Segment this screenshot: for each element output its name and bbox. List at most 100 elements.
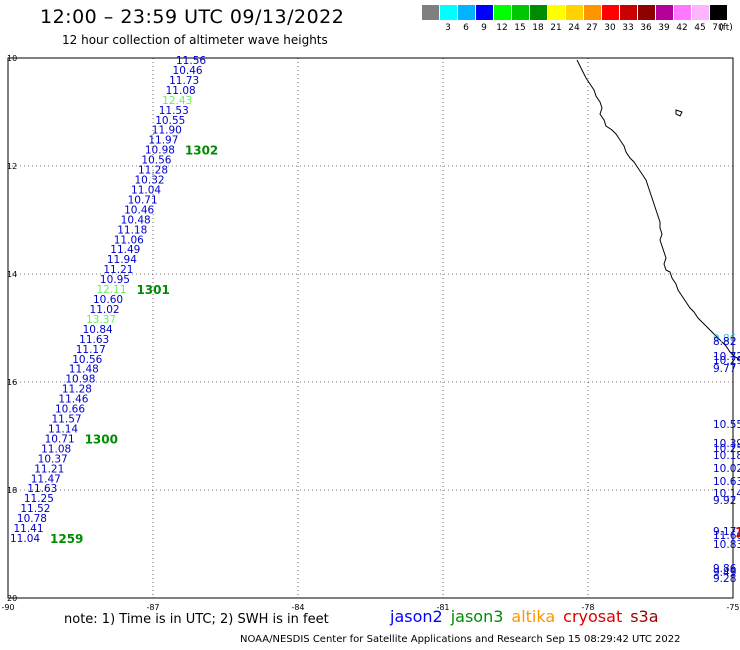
wave-height-label: 11.63 <box>27 483 57 495</box>
color-swatch <box>458 5 475 20</box>
wave-height-label: 11.41 <box>13 523 43 535</box>
wave-height-label: 10.60 <box>93 294 123 306</box>
wave-height-label: 11.28 <box>138 165 168 177</box>
color-scale-label: 33 <box>622 23 634 33</box>
east-wave-height-label: 11.66 <box>713 530 740 542</box>
wave-height-label: 11.47 <box>31 473 61 485</box>
wave-height-label: 10.37 <box>38 453 68 465</box>
map-frame <box>7 57 734 599</box>
east-wave-height-label: 9.49 <box>713 567 736 579</box>
longitude-tick-label: -87 <box>146 603 159 612</box>
track-time-labels: 1302 1301 1300 1259 <box>50 144 218 546</box>
wave-height-label: 10.71 <box>128 194 158 206</box>
units-note: note: 1) Time is in UTC; 2) SWH is in fe… <box>64 612 329 627</box>
wave-height-label: 10.98 <box>145 145 175 157</box>
map-grid: -90 -87 -84 -81 -78 -75 10 12 14 16 18 20 <box>1 54 739 612</box>
latitude-tick-label: 12 <box>7 162 17 171</box>
coastline <box>576 59 740 361</box>
map-subtitle: 12 hour collection of altimeter wave hei… <box>62 33 328 47</box>
wave-height-label: 11.73 <box>169 75 199 87</box>
wave-height-label: 10.84 <box>83 324 113 336</box>
latitude-tick-label: 16 <box>7 378 17 387</box>
color-scale-label: 45 <box>694 23 706 33</box>
wave-height-label: 11.04 <box>131 184 161 196</box>
color-swatch <box>584 5 601 20</box>
mission-legend-entry: altika <box>511 607 556 626</box>
track-time-label: 1259 <box>50 532 83 546</box>
east-wave-height-label: 9.86 <box>713 333 737 345</box>
longitude-tick-label: -78 <box>581 603 594 612</box>
wave-height-label: 11.63 <box>79 334 109 346</box>
wave-height-label: 10.71 <box>45 433 75 445</box>
wave-height-label: 10.32 <box>135 175 165 187</box>
wave-height-label: 11.17 <box>76 344 106 356</box>
color-scale-label: 30 <box>604 23 616 33</box>
longitude-tick-label: -75 <box>726 603 739 612</box>
wave-height-label: 11.28 <box>62 384 92 396</box>
wave-height-label: 11.49 <box>110 244 140 256</box>
wave-height-label: 11.56 <box>176 55 206 67</box>
color-scale-label: 15 <box>514 23 526 33</box>
wave-height-label: 11.14 <box>48 423 78 435</box>
east-wave-height-label: 10.63 <box>713 476 740 488</box>
track-time-label: 1302 <box>185 144 218 158</box>
color-scale-label: 42 <box>676 23 688 33</box>
color-swatch <box>494 5 511 20</box>
footer-credit: NOAA/NESDIS Center for Satellite Applica… <box>240 634 681 645</box>
east-wave-height-label: 10.14 <box>713 488 740 500</box>
color-swatch <box>566 5 583 20</box>
east-track-time-label: 1 <box>735 526 740 541</box>
mission-legend: jason2 jason3 altika cryosat s3a <box>390 607 667 626</box>
color-scale-label: 21 <box>550 23 562 33</box>
wave-height-label: 11.18 <box>117 224 147 236</box>
wave-height-label: 10.46 <box>124 204 154 216</box>
wave-height-label: 11.08 <box>41 443 71 455</box>
east-wave-height-label: 9.28 <box>713 573 736 585</box>
east-wave-height-label: 10.18 <box>713 450 740 462</box>
wave-height-label: 10.55 <box>155 115 185 127</box>
color-scale-label: 70 <box>712 23 724 33</box>
wave-height-label: 11.57 <box>52 414 82 426</box>
color-swatch <box>512 5 529 20</box>
latitude-tick-label: 20 <box>7 594 17 603</box>
east-wave-height-label: 10.72 <box>713 351 740 363</box>
latitude-tick-label: 18 <box>7 486 17 495</box>
island <box>675 109 683 117</box>
color-swatch <box>476 5 493 20</box>
color-swatch <box>530 5 547 20</box>
wave-height-label: 11.02 <box>90 304 120 316</box>
color-scale-label: 18 <box>532 23 544 33</box>
longitude-tick-label: -81 <box>436 603 449 612</box>
wave-height-label: 11.21 <box>34 463 64 475</box>
mission-legend-entry: jason3 <box>450 607 504 626</box>
wave-height-label: 10.78 <box>17 513 47 525</box>
mission-legend-entry: s3a <box>630 607 659 626</box>
wave-height-label: 11.04 <box>10 533 40 545</box>
wave-height-label: 11.21 <box>103 264 133 276</box>
wave-height-label: 10.98 <box>65 374 95 386</box>
wave-height-label: 11.94 <box>107 254 137 266</box>
color-scale-label: 3 <box>445 23 451 33</box>
wave-height-label: 10.56 <box>72 354 102 366</box>
wave-height-label: 10.48 <box>121 214 151 226</box>
color-swatch <box>692 5 709 20</box>
east-wave-height-label: 10.02 <box>713 463 740 475</box>
east-wave-height-label: 9.77 <box>713 363 736 375</box>
wave-height-label: 11.53 <box>159 105 189 117</box>
color-scale-label: 6 <box>463 23 469 33</box>
east-track: 9.868.8210.7210.299.7710.5510.3910.2510.… <box>713 333 740 585</box>
wave-height-label: 11.48 <box>69 364 99 376</box>
east-wave-height-label: 10.55 <box>713 419 740 431</box>
wave-height-label: 11.97 <box>148 135 178 147</box>
color-scale-label: 27 <box>586 23 598 33</box>
longitude-tick-label: -90 <box>1 603 14 612</box>
east-wave-height-label: 9.17 <box>713 526 736 538</box>
east-wave-height-label: 10.39 <box>713 438 740 450</box>
latitude-tick-label: 10 <box>7 54 17 63</box>
latitude-tick-label: 14 <box>7 270 17 279</box>
wave-height-label: 11.46 <box>58 394 88 406</box>
mission-legend-entry: jason2 <box>390 607 443 626</box>
color-swatch <box>440 5 457 20</box>
mission-legend-entry: cryosat <box>563 607 623 626</box>
